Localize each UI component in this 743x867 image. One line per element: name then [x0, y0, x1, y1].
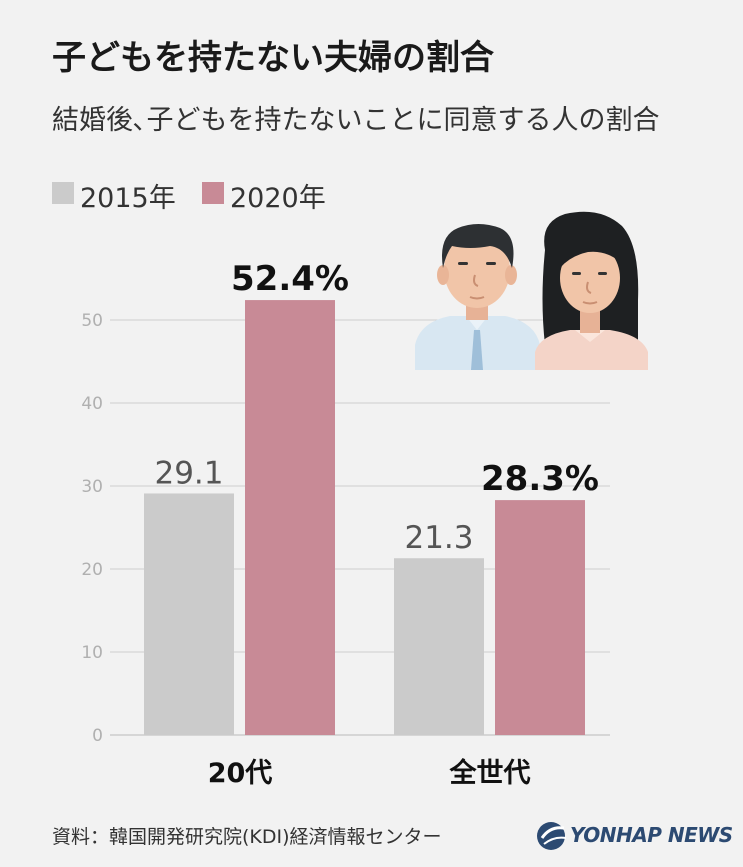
yonhap-logo: YONHAP NEWS	[534, 818, 734, 854]
legend-label-2020: 2020年	[230, 183, 326, 214]
y-tick-label: 40	[81, 394, 103, 414]
data-label: 28.3%	[481, 459, 599, 499]
legend-label-2015: 2015年	[80, 183, 176, 214]
legend-swatch-2020	[202, 182, 224, 204]
globe-logo-icon	[537, 822, 567, 850]
data-label: 21.3	[404, 520, 473, 556]
woman-figure	[535, 211, 648, 370]
bar-layer	[144, 300, 585, 735]
label-layer: 29.1 21.3 52.4% 28.3% 20代 全世代	[154, 259, 599, 789]
legend-swatch-2015	[52, 182, 74, 204]
y-tick-label: 30	[81, 477, 103, 497]
category-label: 全世代	[449, 757, 531, 789]
y-tick-label: 20	[81, 560, 103, 580]
bar-2020-1	[495, 500, 585, 735]
bar-2015-1	[394, 558, 484, 735]
y-tick-label: 0	[92, 726, 103, 746]
man-figure	[415, 224, 540, 370]
y-tick-label: 50	[81, 311, 103, 331]
data-label: 29.1	[154, 455, 223, 491]
y-tick-label: 10	[81, 643, 103, 663]
category-label: 20代	[208, 758, 273, 789]
bar-2015-0	[144, 493, 234, 735]
couple-illustration	[415, 211, 648, 370]
chart-subtitle: 結婚後､子どもを持たないことに同意する人の割合	[52, 105, 660, 136]
bar-2020-0	[245, 300, 335, 735]
source-footer: 資料：韓国開発研究院(KDI)経済情報センター	[52, 826, 442, 848]
data-label: 52.4%	[231, 259, 349, 299]
chart-title: 子どもを持たない夫婦の割合	[52, 38, 494, 78]
logo-text: YONHAP NEWS	[570, 823, 733, 847]
